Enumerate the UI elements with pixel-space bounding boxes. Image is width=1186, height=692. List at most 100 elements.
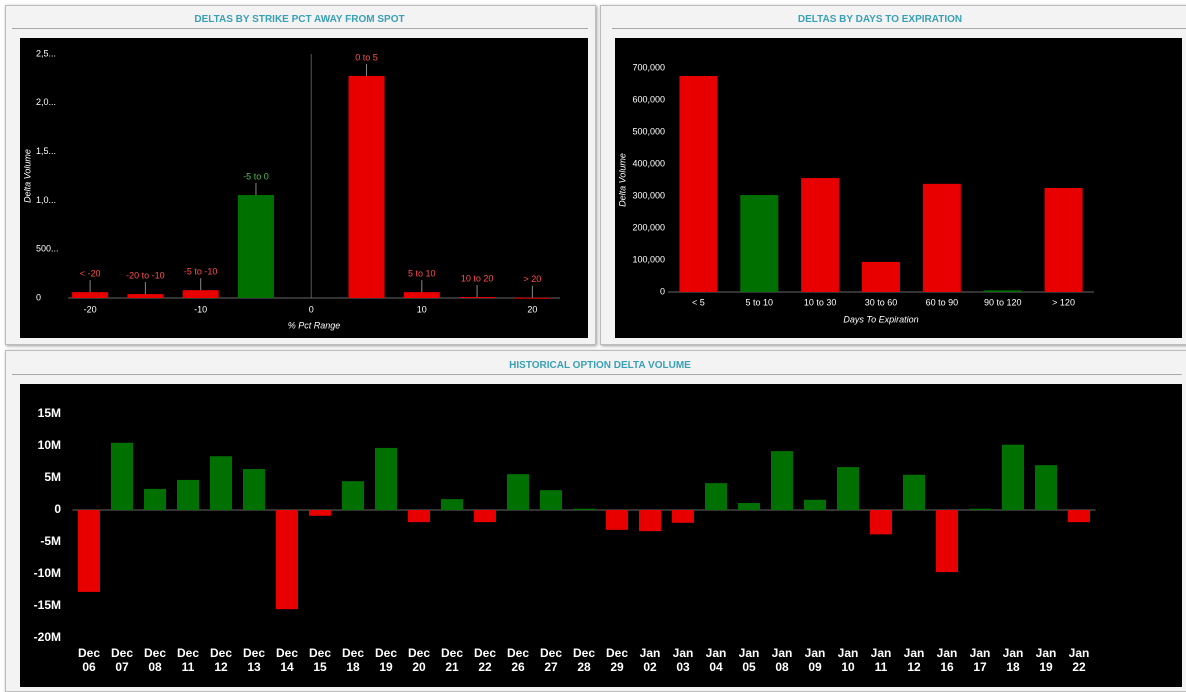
y-axis-label: Delta Volume — [22, 149, 32, 203]
bar — [441, 499, 463, 510]
y-tick-label: 500... — [36, 244, 59, 254]
x-tick-label: Dec 21 — [440, 646, 463, 674]
bar — [771, 451, 793, 510]
y-tick-label: 0 — [660, 286, 665, 296]
title-rule — [12, 374, 1182, 375]
bar — [237, 195, 274, 298]
bar — [459, 297, 496, 299]
y-tick-label: 2,5... — [36, 48, 56, 58]
y-tick-label: -10M — [34, 566, 61, 580]
x-tick-label: Dec 08 — [143, 646, 166, 674]
x-tick-label: Dec 11 — [176, 646, 199, 674]
x-tick-label: Dec 28 — [572, 646, 595, 674]
y-tick-label: 300,000 — [632, 190, 665, 200]
y-tick-label: 200,000 — [632, 222, 665, 232]
y-tick-label: -20M — [34, 630, 61, 644]
bar — [514, 297, 551, 299]
bar-label: -5 to -10 — [184, 267, 218, 277]
x-axis-label: Days To Expiration — [843, 314, 918, 324]
panel-title: DELTAS BY STRIKE PCT AWAY FROM SPOT — [194, 14, 405, 25]
bar — [144, 488, 166, 510]
x-tick-label: -10 — [194, 304, 207, 314]
y-axis-label: Delta Volume — [617, 153, 627, 207]
title-rule — [612, 28, 1186, 29]
bar — [403, 292, 440, 298]
bar — [540, 490, 562, 510]
x-tick-label: 30 to 60 — [865, 297, 898, 307]
bar — [182, 290, 219, 298]
x-tick-label: Jan 04 — [705, 646, 727, 674]
x-tick-label: > 120 — [1052, 297, 1075, 307]
x-tick-label: Dec 27 — [539, 646, 562, 674]
x-tick-label: 5 to 10 — [746, 297, 774, 307]
bar — [1035, 465, 1057, 510]
bar — [837, 467, 859, 510]
x-tick-label: Jan 18 — [1002, 646, 1024, 674]
x-tick-label: Jan 05 — [738, 646, 760, 674]
y-tick-label: 600,000 — [632, 94, 665, 104]
x-tick-label: 10 — [417, 304, 427, 314]
x-tick-label: 60 to 90 — [926, 297, 959, 307]
y-tick-label: 10M — [38, 438, 61, 452]
bar — [78, 510, 100, 592]
bar — [969, 508, 991, 510]
x-tick-label: -20 — [84, 304, 97, 314]
bar — [983, 290, 1022, 292]
x-tick-label: Dec 07 — [110, 646, 133, 674]
bar — [177, 479, 199, 510]
plot-background — [20, 38, 588, 338]
bar — [870, 510, 892, 535]
x-tick-label: Dec 12 — [209, 646, 232, 674]
x-tick-label: Dec 14 — [275, 646, 298, 674]
x-tick-label: Dec 19 — [374, 646, 397, 674]
x-tick-label: Jan 12 — [903, 646, 925, 674]
bar — [342, 481, 364, 510]
x-tick-label: Jan 08 — [771, 646, 793, 674]
bar — [1002, 444, 1024, 510]
bar — [111, 442, 133, 510]
bar — [738, 502, 760, 510]
bar — [408, 510, 430, 523]
x-tick-label: Dec 20 — [407, 646, 430, 674]
panel-title: DELTAS BY DAYS TO EXPIRATION — [797, 14, 963, 25]
bar — [922, 183, 961, 292]
bar — [72, 292, 109, 298]
bar — [672, 510, 694, 523]
y-tick-label: 400,000 — [632, 158, 665, 168]
x-tick-label: 0 — [309, 304, 314, 314]
x-tick-label: 20 — [527, 304, 537, 314]
x-tick-label: Jan 09 — [804, 646, 826, 674]
title-rule — [12, 28, 588, 29]
x-tick-label: Jan 10 — [837, 646, 859, 674]
y-tick-label: 15M — [38, 406, 61, 420]
x-axis-label: % Pct Range — [288, 320, 341, 330]
x-tick-label: 90 to 120 — [984, 297, 1022, 307]
x-tick-label: Jan 11 — [870, 646, 892, 674]
y-tick-label: 2,0... — [36, 97, 56, 107]
y-tick-label: 1,0... — [36, 195, 56, 205]
bar-label: 5 to 10 — [408, 269, 436, 279]
y-tick-label: -15M — [34, 598, 61, 612]
y-tick-label: 700,000 — [632, 62, 665, 72]
y-tick-label: 0 — [36, 292, 41, 302]
bar — [276, 510, 298, 610]
x-tick-label: Dec 13 — [242, 646, 265, 674]
x-tick-label: Jan 17 — [969, 646, 991, 674]
x-tick-label: Jan 02 — [639, 646, 661, 674]
bar-label: -20 to -10 — [126, 270, 165, 280]
bar — [606, 510, 628, 530]
bar — [679, 76, 718, 292]
bar — [1068, 510, 1090, 523]
x-tick-label: Jan 03 — [672, 646, 694, 674]
x-tick-label: < 5 — [692, 297, 705, 307]
bar — [348, 75, 385, 299]
bar-label: > 20 — [523, 274, 541, 284]
bar — [862, 261, 900, 292]
bar-label: 10 to 20 — [461, 273, 494, 283]
plot-background — [20, 384, 1182, 687]
x-tick-label: Dec 29 — [605, 646, 628, 674]
y-tick-label: 500,000 — [632, 126, 665, 136]
bar-label: < -20 — [80, 269, 101, 279]
y-tick-label: 1,5... — [36, 146, 56, 156]
